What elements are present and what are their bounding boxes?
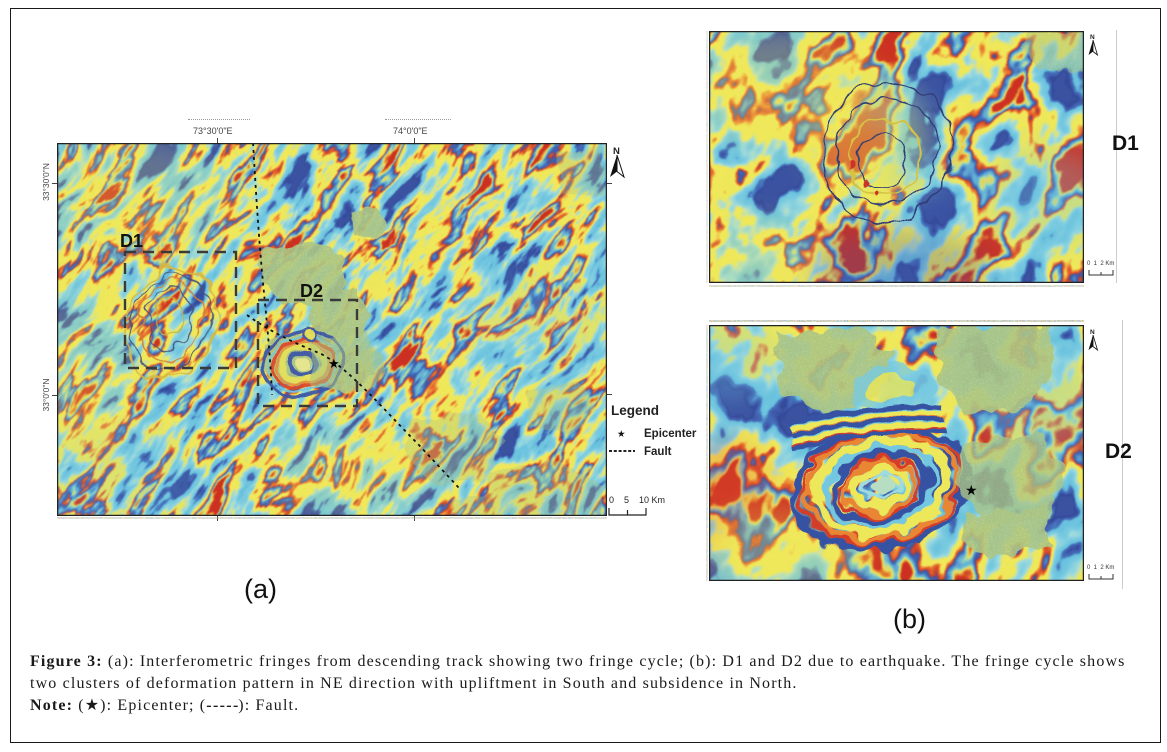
svg-text:★: ★: [328, 356, 340, 371]
svg-text:★: ★: [965, 482, 978, 498]
svg-text:N: N: [1090, 34, 1095, 41]
svg-text:N: N: [613, 146, 620, 157]
svg-text:D1: D1: [120, 231, 143, 251]
svg-text:D2: D2: [300, 281, 323, 301]
svg-text:N: N: [1090, 329, 1095, 336]
